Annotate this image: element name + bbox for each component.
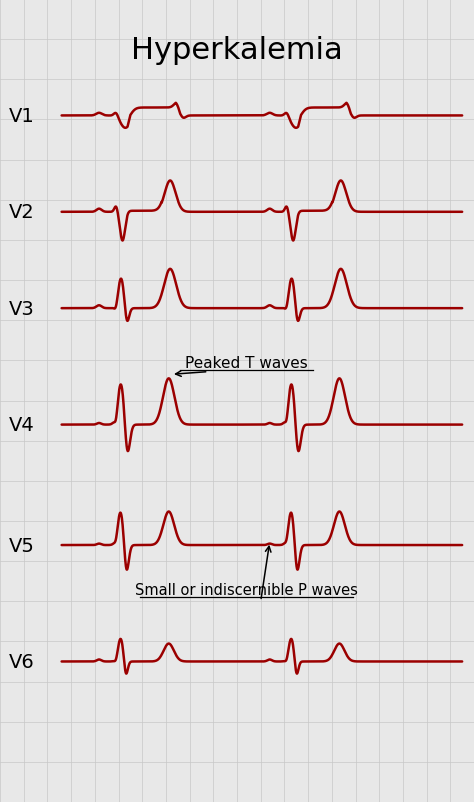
Text: V4: V4 xyxy=(9,415,34,435)
Text: V5: V5 xyxy=(9,536,35,555)
Text: Hyperkalemia: Hyperkalemia xyxy=(131,36,343,65)
Text: V2: V2 xyxy=(9,203,34,222)
Text: Peaked T waves: Peaked T waves xyxy=(185,355,308,371)
Text: Small or indiscernible P waves: Small or indiscernible P waves xyxy=(135,582,358,597)
Text: V3: V3 xyxy=(9,299,34,318)
Text: V6: V6 xyxy=(9,652,34,671)
Text: V1: V1 xyxy=(9,107,34,126)
